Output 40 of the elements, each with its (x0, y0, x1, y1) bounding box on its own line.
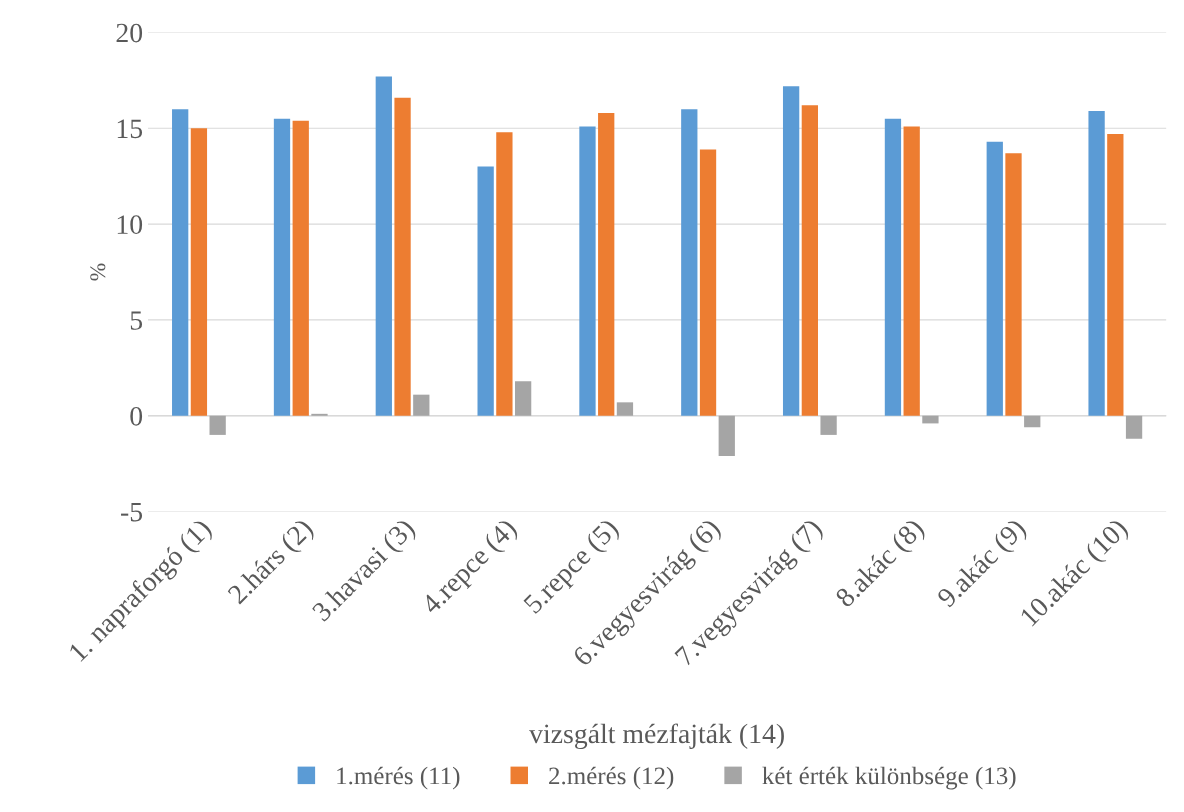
y-tick-label: 20 (116, 23, 143, 43)
legend-label: 2.mérés (12) (549, 766, 674, 790)
bar (598, 112, 615, 416)
bar (292, 120, 309, 416)
bar (699, 149, 717, 416)
bar (1088, 111, 1105, 416)
bar (718, 415, 735, 456)
bar (413, 394, 430, 416)
bar (616, 402, 634, 416)
legend-label: 1.mérés (11) (337, 766, 460, 790)
bar (1005, 153, 1022, 416)
bar (903, 126, 920, 416)
bar (172, 109, 189, 416)
bar (273, 118, 291, 416)
y-tick-label: 0 (130, 406, 143, 426)
bar (375, 76, 392, 416)
bar (986, 141, 1003, 416)
bar (496, 132, 513, 416)
bar (820, 415, 837, 435)
bar (782, 86, 800, 416)
bar (1107, 134, 1124, 416)
bar (681, 109, 698, 416)
y-tick-label: 10 (117, 215, 143, 235)
bar (394, 97, 411, 416)
y-tick-label: -5 (121, 503, 143, 522)
bar (1125, 415, 1143, 439)
bar (884, 118, 902, 416)
legend-label: két érték különbsége (13) (762, 766, 1016, 790)
bar (579, 126, 596, 416)
y-tick-label: 5 (130, 311, 143, 330)
bar (514, 381, 532, 416)
y-axis-title: % (90, 263, 106, 281)
bar (477, 166, 494, 416)
bar (922, 415, 939, 424)
bar (190, 128, 208, 416)
bar (209, 415, 226, 435)
bar (1024, 415, 1041, 428)
bar (801, 105, 818, 416)
y-tick-label: 15 (117, 119, 143, 139)
x-axis-title: vizsgált mézfajták (14) (529, 723, 784, 749)
